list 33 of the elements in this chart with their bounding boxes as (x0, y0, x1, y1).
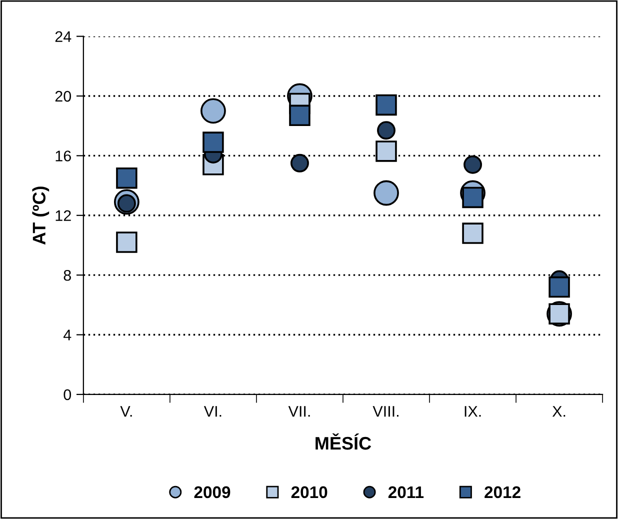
point (116, 232, 138, 253)
y-tick-label: 20 (55, 90, 72, 102)
point (376, 140, 397, 162)
x-tick-label: X. (552, 406, 566, 417)
point (374, 180, 399, 206)
x-tick-label: VI. (204, 406, 222, 417)
point (202, 132, 224, 153)
point (548, 276, 570, 298)
point (290, 154, 309, 172)
legend-label: 2010 (291, 486, 328, 498)
legend-label: 2011 (388, 486, 424, 498)
point (462, 222, 484, 244)
point (377, 121, 396, 140)
point (289, 104, 310, 126)
y-tick-label: 24 (55, 31, 72, 42)
y-tick-label: 0 (64, 389, 72, 400)
legend-label: 2012 (484, 486, 520, 498)
y-tick-label: 16 (56, 150, 71, 162)
point (116, 167, 138, 189)
point (200, 98, 226, 124)
point (376, 94, 397, 116)
legend-label: 2009 (194, 486, 230, 498)
y-tick-label: 12 (56, 210, 71, 221)
x-axis-title: MĚSÍC (316, 433, 372, 450)
y-axis-title: AT (ºC) (32, 186, 50, 245)
point (464, 155, 482, 174)
y-tick-label: 4 (63, 330, 72, 340)
x-tick-label: VII. (288, 406, 310, 417)
x-tick-label: IX. (464, 406, 481, 417)
x-tick-label: VIII. (372, 406, 398, 417)
y-tick-label: 8 (64, 270, 71, 281)
point (462, 186, 484, 208)
x-tick-label: V. (120, 406, 132, 417)
